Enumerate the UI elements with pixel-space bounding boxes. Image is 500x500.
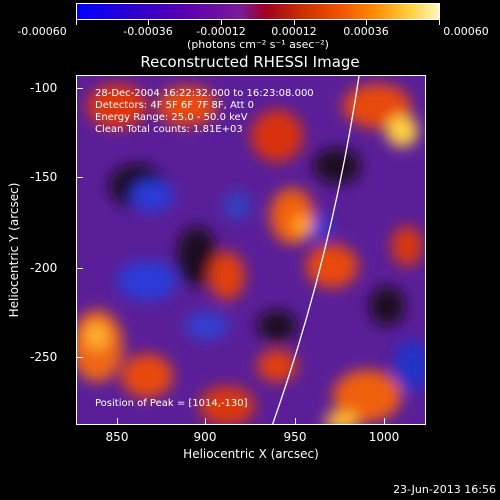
y-axis-tick-label: -200 (30, 261, 58, 275)
annotation-clean-counts: Clean Total counts: 1.81E+03 (95, 124, 243, 135)
annotation-peak-position: Position of Peak = [1014,-130] (95, 398, 248, 409)
colorbar-tick (76, 20, 77, 25)
y-axis-tick (76, 177, 83, 178)
emission-blobs (77, 84, 425, 424)
x-axis-label: Heliocentric X (arcsec) (183, 447, 319, 461)
solar-limb-line (272, 76, 360, 424)
colorbar-tick-label: -0.00060 (17, 25, 67, 38)
x-axis-tick-label: 850 (105, 430, 129, 444)
x-axis-tick-label: 900 (193, 430, 217, 444)
footer-timestamp: 23-Jun-2013 16:56 (393, 483, 496, 496)
y-axis-tick (76, 357, 83, 358)
colorbar-tick (366, 20, 367, 25)
image-plot: 28-Dec-2004 16:22:32.000 to 16:23:08.000… (76, 75, 426, 425)
x-axis-tick-label: 950 (283, 430, 307, 444)
colorbar (76, 3, 440, 20)
annotation-detectors: Detectors: 4F 5F 6F 7F 8F, Att 0 (95, 100, 255, 111)
colorbar-tick (221, 20, 222, 25)
annotation-energy-range: Energy Range: 25.0 - 50.0 keV (95, 112, 248, 123)
colorbar-units: (photons cm⁻² s⁻¹ asec⁻²) (187, 38, 329, 51)
colorbar-tick-label: -0.00012 (196, 25, 246, 38)
y-axis-tick-label: -100 (30, 81, 58, 95)
x-axis-tick (117, 418, 118, 425)
rhessi-image (77, 76, 425, 424)
y-axis-label: Heliocentric Y (arcsec) (7, 182, 21, 318)
y-axis-tick (76, 88, 83, 89)
colorbar-tick-label: 0.00012 (271, 25, 317, 38)
x-axis-tick (295, 418, 296, 425)
colorbar-tick (439, 20, 440, 25)
x-axis-tick (205, 418, 206, 425)
colorbar-tick-label: 0.00060 (443, 25, 489, 38)
x-axis-tick (384, 418, 385, 425)
y-axis-tick (76, 268, 83, 269)
colorbar-tick (148, 20, 149, 25)
colorbar-tick-label: -0.00036 (123, 25, 173, 38)
colorbar-tick (294, 20, 295, 25)
y-axis-tick-label: -150 (30, 170, 58, 184)
x-axis-tick-label: 1000 (368, 430, 400, 444)
y-axis-tick-label: -250 (30, 350, 58, 364)
colorbar-tick-label: 0.00036 (343, 25, 389, 38)
plot-title: Reconstructed RHESSI Image (140, 53, 360, 71)
annotation-time-range: 28-Dec-2004 16:22:32.000 to 16:23:08.000 (95, 88, 314, 99)
